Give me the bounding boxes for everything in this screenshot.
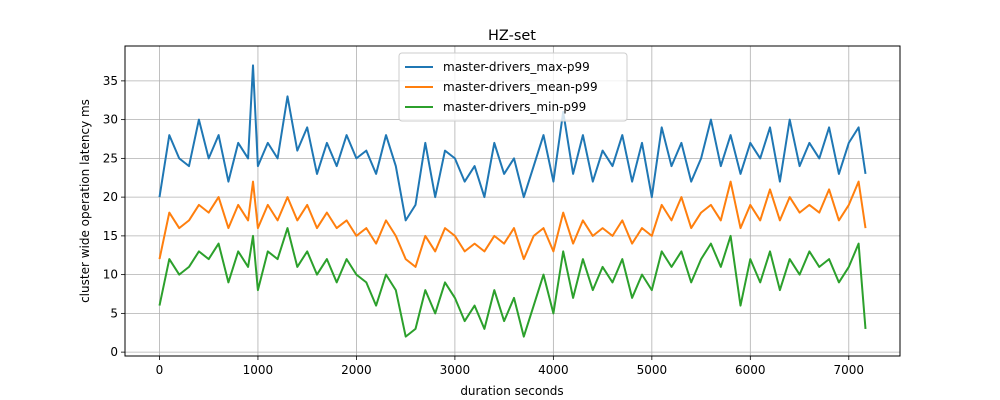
series-lines (158, 64, 867, 338)
legend: master-drivers_max-p99 master-drivers_mea… (398, 52, 628, 122)
legend-label: master-drivers_max-p99 (443, 60, 590, 74)
chart-title: HZ-set (488, 28, 536, 44)
series-line-2 (158, 180, 867, 268)
x-tick-label: 0 (156, 363, 164, 377)
x-tick-label: 7000 (834, 363, 865, 377)
x-tick-label: 4000 (538, 363, 569, 377)
x-tick-label: 1000 (243, 363, 274, 377)
legend-box (398, 52, 628, 122)
series-line-3 (158, 227, 867, 338)
y-tick-label: 30 (103, 113, 118, 127)
y-tick-label: 5 (110, 306, 118, 320)
y-tick-label: 35 (103, 74, 118, 88)
x-tick-label: 2000 (341, 363, 372, 377)
axis-ticks: 0 1000 2000 3000 4000 5000 6000 7000 0 5 10 15 20 25 3… (103, 74, 864, 377)
series-line-1 (158, 64, 867, 222)
legend-label: master-drivers_mean-p99 (443, 80, 598, 94)
y-tick-label: 25 (103, 151, 118, 165)
y-tick-label: 20 (103, 190, 118, 204)
x-axis-label: duration seconds (460, 384, 563, 398)
y-tick-label: 10 (103, 268, 118, 282)
legend-label: master-drivers_min-p99 (443, 100, 586, 114)
plot-area-frame (124, 45, 901, 357)
x-tick-label: 5000 (637, 363, 668, 377)
y-tick-label: 0 (110, 345, 118, 359)
y-axis-label: cluster wide operation latency ms (78, 99, 92, 303)
x-tick-label: 6000 (735, 363, 766, 377)
y-tick-label: 15 (103, 229, 118, 243)
x-tick-label: 3000 (440, 363, 471, 377)
